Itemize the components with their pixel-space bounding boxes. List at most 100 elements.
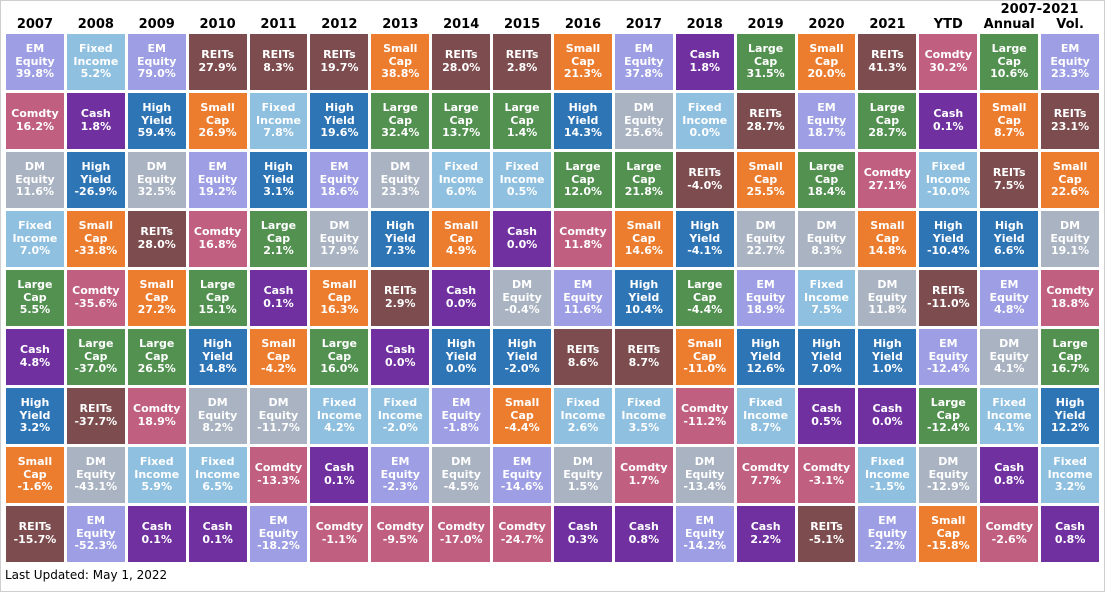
return-value: 8.7% [628, 356, 660, 369]
return-cell: Cash 1.8% [66, 93, 125, 149]
asset-label: DM Equity [137, 159, 177, 186]
column-header-2018: 2018 [686, 17, 723, 32]
return-cell: High Yield 1.0% [858, 329, 917, 385]
return-cell: REITs 2.9% [371, 270, 430, 326]
return-value: 22.6% [1051, 185, 1090, 199]
return-value: 1.8% [80, 120, 112, 133]
return-cell: Large Cap 13.7% [432, 93, 491, 149]
column-header-2007: 2007 [16, 17, 54, 32]
return-cell: Fixed Income -10.0% [919, 152, 978, 208]
return-cell: Small Cap 20.0% [797, 34, 856, 90]
quilt-column-annual: Large Cap 10.6% Small Cap 8.7% REITs 7.5% High… [980, 34, 1039, 562]
return-cell: Large Cap 28.7% [858, 93, 917, 149]
asset-label: DM Equity [624, 100, 664, 127]
return-value: -24.7% [500, 533, 544, 546]
asset-label: EM Equity [685, 513, 725, 540]
return-value: 14.8% [868, 244, 907, 258]
return-value: 19.1% [1051, 244, 1090, 258]
return-cell: Large Cap 12.0% [554, 152, 612, 208]
return-cell: High Yield -26.9% [66, 152, 125, 208]
return-value: 32.5% [137, 185, 176, 199]
return-cell: Fixed Income 8.7% [736, 388, 795, 444]
return-value: 12.6% [746, 362, 785, 376]
return-value: 18.9% [137, 415, 176, 428]
asset-label: EM Equity [989, 277, 1029, 304]
asset-label: Comdty [741, 461, 790, 475]
return-cell: Fixed Income 3.2% [1041, 447, 1100, 503]
return-value: 0.8% [1054, 533, 1086, 546]
asset-label: Comdty [376, 520, 424, 534]
asset-label: Comdty [802, 461, 851, 475]
return-cell: REITs 8.7% [614, 329, 673, 385]
return-value: -13.3% [257, 474, 300, 487]
return-cell: Large Cap 10.6% [980, 34, 1039, 90]
column-header-2020: 2020 [808, 17, 845, 32]
asset-label: REITs [444, 48, 478, 62]
return-cell: Small Cap 14.6% [614, 211, 673, 267]
asset-label: Cash [1055, 520, 1086, 534]
asset-label: DM Equity [745, 218, 786, 245]
return-value: 6.0% [445, 185, 477, 199]
return-value: 18.6% [320, 185, 359, 199]
asset-label: DM Equity [685, 454, 725, 481]
return-cell: High Yield 10.4% [614, 270, 673, 326]
return-value: 79.0% [137, 67, 176, 81]
return-value: 11.8% [563, 238, 603, 251]
return-value: 12.0% [563, 185, 603, 199]
quilt-column-2019: Large Cap 31.5% REITs 28.7% Small Cap 25.5% DM… [736, 34, 795, 562]
return-value: -11.0% [926, 297, 970, 310]
return-cell: Small Cap -33.8% [66, 211, 125, 267]
return-value: 4.1% [993, 362, 1025, 376]
return-cell: High Yield 14.8% [188, 329, 247, 385]
return-cell: Fixed Income 4.1% [980, 388, 1039, 444]
return-cell: High Yield -4.1% [675, 211, 734, 267]
return-value: 17.9% [320, 244, 359, 258]
return-value: 6.5% [202, 480, 233, 494]
return-cell: Fixed Income 5.9% [127, 447, 186, 503]
asset-label: Large Cap [443, 100, 479, 127]
return-cell: DM Equity 23.3% [371, 152, 430, 208]
asset-label: DM Equity [1050, 218, 1090, 245]
asset-label: Cash [141, 520, 172, 534]
column-header-2015: 2015 [503, 17, 541, 32]
asset-label: Cash [385, 343, 416, 357]
return-value: 10.6% [990, 67, 1029, 81]
return-cell: Small Cap 27.2% [127, 270, 186, 326]
asset-label: Fixed Income [560, 395, 606, 422]
return-cell: High Yield 3.2% [6, 388, 64, 444]
return-cell: Cash 0.1% [919, 93, 978, 149]
return-cell: EM Equity -12.4% [919, 329, 978, 385]
asset-label: EM Equity [441, 395, 481, 422]
return-cell: DM Equity 19.1% [1041, 211, 1100, 267]
return-cell: Small Cap -1.6% [6, 447, 64, 503]
return-value: -4.2% [260, 362, 297, 376]
asset-label: Fixed Income [621, 395, 667, 422]
asset-label: REITs [810, 520, 843, 534]
return-value: -1.8% [443, 421, 479, 435]
return-cell: Comdty -13.3% [249, 447, 308, 503]
return-cell: High Yield 0.0% [432, 329, 491, 385]
asset-label: Small Cap [565, 41, 601, 68]
quilt-column-2012: REITs 19.7% High Yield 19.6% EM Equity 18.6% D… [310, 34, 369, 562]
return-value: 5.2% [80, 67, 112, 81]
asset-label: Comdty [315, 520, 364, 534]
return-value: -11.2% [683, 415, 727, 428]
column-header-2012: 2012 [321, 17, 358, 32]
return-value: -37.0% [74, 362, 118, 376]
return-cell: Cash 0.3% [554, 506, 612, 562]
return-cell: Cash 2.2% [736, 506, 795, 562]
return-value: 16.7% [1051, 362, 1090, 376]
return-value: 11.8% [868, 303, 907, 317]
return-cell: EM Equity -14.6% [493, 447, 552, 503]
return-cell: DM Equity -12.9% [919, 447, 978, 503]
return-cell: EM Equity 37.8% [614, 34, 673, 90]
return-value: 0.0% [445, 297, 477, 310]
return-cell: REITs -5.1% [797, 506, 856, 562]
return-value: 3.2% [1054, 480, 1086, 494]
asset-label: DM Equity [563, 454, 603, 481]
asset-label: Comdty [863, 166, 912, 180]
return-cell: DM Equity -0.4% [493, 270, 552, 326]
return-value: 30.2% [929, 61, 968, 74]
asset-label: High Yield [567, 100, 599, 127]
asset-label: REITs [323, 48, 356, 62]
